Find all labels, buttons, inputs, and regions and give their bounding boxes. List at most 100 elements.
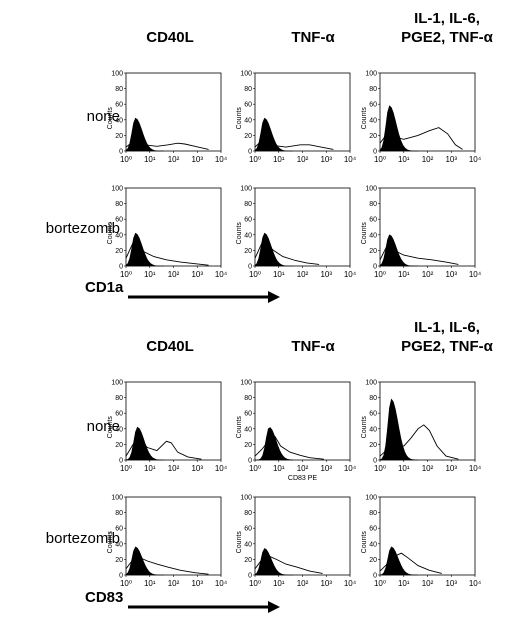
y-axis-label: Counts	[236, 531, 243, 554]
y-tick-label: 80	[115, 395, 123, 402]
x-tick-label: 10¹	[144, 270, 156, 279]
row-label: none	[86, 418, 120, 435]
x-tick-label: 10⁰	[249, 270, 261, 279]
y-tick-label: 40	[115, 117, 123, 124]
x-tick-label: 10³	[320, 270, 332, 279]
column-header: CD40L	[100, 28, 240, 47]
y-axis-label: Counts	[107, 107, 114, 130]
y-tick-label: 80	[244, 395, 252, 402]
row-label: none	[86, 108, 120, 125]
y-tick-label: 0	[373, 573, 377, 580]
stain-histogram	[254, 139, 334, 150]
x-tick-label: 10³	[320, 464, 332, 473]
x-tick-label: 10²	[297, 270, 309, 279]
histogram-panel: 0 20 40 60 80 100 Counts 10⁰ 10¹ 10² 10³ 10⁴	[107, 186, 228, 280]
y-tick-label: 0	[248, 149, 252, 156]
y-tick-label: 100	[240, 186, 252, 193]
y-tick-label: 80	[369, 510, 377, 517]
y-tick-label: 0	[119, 458, 123, 465]
column-header: IL-1, IL-6, PGE2, TNF-α	[377, 318, 517, 356]
y-tick-label: 100	[111, 71, 123, 78]
stain-histogram	[125, 139, 209, 150]
column-header-line: PGE2, TNF-α	[401, 29, 493, 46]
x-tick-label: 10⁴	[215, 464, 228, 473]
row-label: bortezomib	[45, 220, 120, 237]
isotype-histogram	[125, 426, 164, 461]
y-tick-label: 80	[369, 201, 377, 208]
stain-histogram	[125, 557, 209, 575]
y-axis-label: Counts	[107, 416, 114, 439]
y-tick-label: 20	[369, 248, 377, 255]
y-tick-label: 100	[240, 495, 252, 502]
x-tick-label: 10³	[445, 270, 457, 279]
stain-histogram	[379, 424, 459, 460]
y-tick-label: 100	[111, 380, 123, 387]
stain-histogram	[125, 440, 202, 460]
y-axis-label: Counts	[361, 416, 368, 439]
y-tick-label: 20	[115, 557, 123, 564]
histogram-panel: 0 20 40 60 80 100 Counts 10⁰ 10¹ 10² 10³ 10⁴	[236, 186, 357, 280]
y-tick-label: 80	[115, 201, 123, 208]
y-tick-label: 60	[244, 102, 252, 109]
x-tick-label: 10⁰	[249, 579, 261, 588]
y-tick-label: 60	[115, 526, 123, 533]
x-tick-label: 10¹	[398, 579, 410, 588]
y-tick-label: 0	[119, 149, 123, 156]
x-tick-label: 10¹	[398, 270, 410, 279]
x-tick-label: 10⁴	[344, 579, 357, 588]
y-tick-label: 100	[111, 495, 123, 502]
x-tick-label: 10¹	[273, 579, 285, 588]
x-tick-label: 10³	[445, 464, 457, 473]
x-tick-label: 10⁴	[215, 155, 228, 164]
column-header: TNF-α	[243, 337, 383, 356]
column-header-line: PGE2, TNF-α	[401, 338, 493, 355]
y-tick-label: 100	[111, 186, 123, 193]
histogram-panel: 0 20 40 60 80 100 Counts 10⁰ 10¹ 10² 10³ 10⁴	[107, 495, 228, 589]
isotype-histogram	[125, 232, 164, 267]
stain-histogram	[379, 245, 459, 265]
isotype-histogram	[254, 232, 293, 267]
x-tick-label: 10²	[297, 155, 309, 164]
y-tick-label: 20	[244, 248, 252, 255]
histogram-panel: 0 20 40 60 80 100 Counts 10⁰ 10¹ 10² 10³ 10⁴	[361, 186, 482, 280]
stain-histogram	[379, 127, 463, 150]
x-tick-label: 10²	[168, 270, 180, 279]
column-header-line: IL-1, IL-6,	[414, 10, 480, 27]
y-tick-label: 40	[369, 232, 377, 239]
y-axis-label: Counts	[107, 222, 114, 245]
x-axis-label: CD83 PE	[288, 475, 318, 482]
y-tick-label: 20	[244, 442, 252, 449]
y-axis-label: Counts	[107, 531, 114, 554]
x-tick-label: 10¹	[144, 464, 156, 473]
x-tick-label: 10⁴	[344, 155, 357, 164]
y-tick-label: 20	[369, 557, 377, 564]
x-tick-label: 10¹	[144, 579, 156, 588]
x-tick-label: 10²	[168, 579, 180, 588]
x-tick-label: 10⁴	[469, 579, 482, 588]
x-tick-label: 10³	[191, 464, 203, 473]
y-tick-label: 80	[244, 86, 252, 93]
y-tick-label: 60	[369, 102, 377, 109]
x-tick-label: 10³	[445, 579, 457, 588]
y-axis-label: Counts	[361, 531, 368, 554]
y-tick-label: 40	[244, 117, 252, 124]
histogram-panel: 0 20 40 60 80 100 Counts 10⁰ 10¹ 10² 10³ 10⁴	[361, 380, 482, 474]
x-tick-label: 10⁰	[120, 270, 132, 279]
x-tick-label: 10⁰	[120, 579, 132, 588]
isotype-histogram	[379, 105, 418, 152]
column-header: CD40L	[100, 337, 240, 356]
y-tick-label: 100	[240, 380, 252, 387]
y-tick-label: 40	[244, 541, 252, 548]
x-tick-label: 10³	[191, 579, 203, 588]
x-tick-label: 10²	[422, 464, 434, 473]
x-tick-label: 10¹	[273, 464, 285, 473]
histogram-panel: 0 20 40 60 80 100 Counts 10⁰ 10¹ 10² 10³ 10⁴	[107, 71, 228, 165]
x-tick-label: 10⁰	[374, 155, 386, 164]
x-tick-label: 10⁴	[344, 270, 357, 279]
x-tick-label: 10⁴	[469, 155, 482, 164]
y-tick-label: 40	[369, 117, 377, 124]
y-tick-label: 60	[244, 217, 252, 224]
y-tick-label: 0	[373, 264, 377, 271]
y-tick-label: 40	[244, 232, 252, 239]
stain-histogram	[379, 552, 442, 574]
